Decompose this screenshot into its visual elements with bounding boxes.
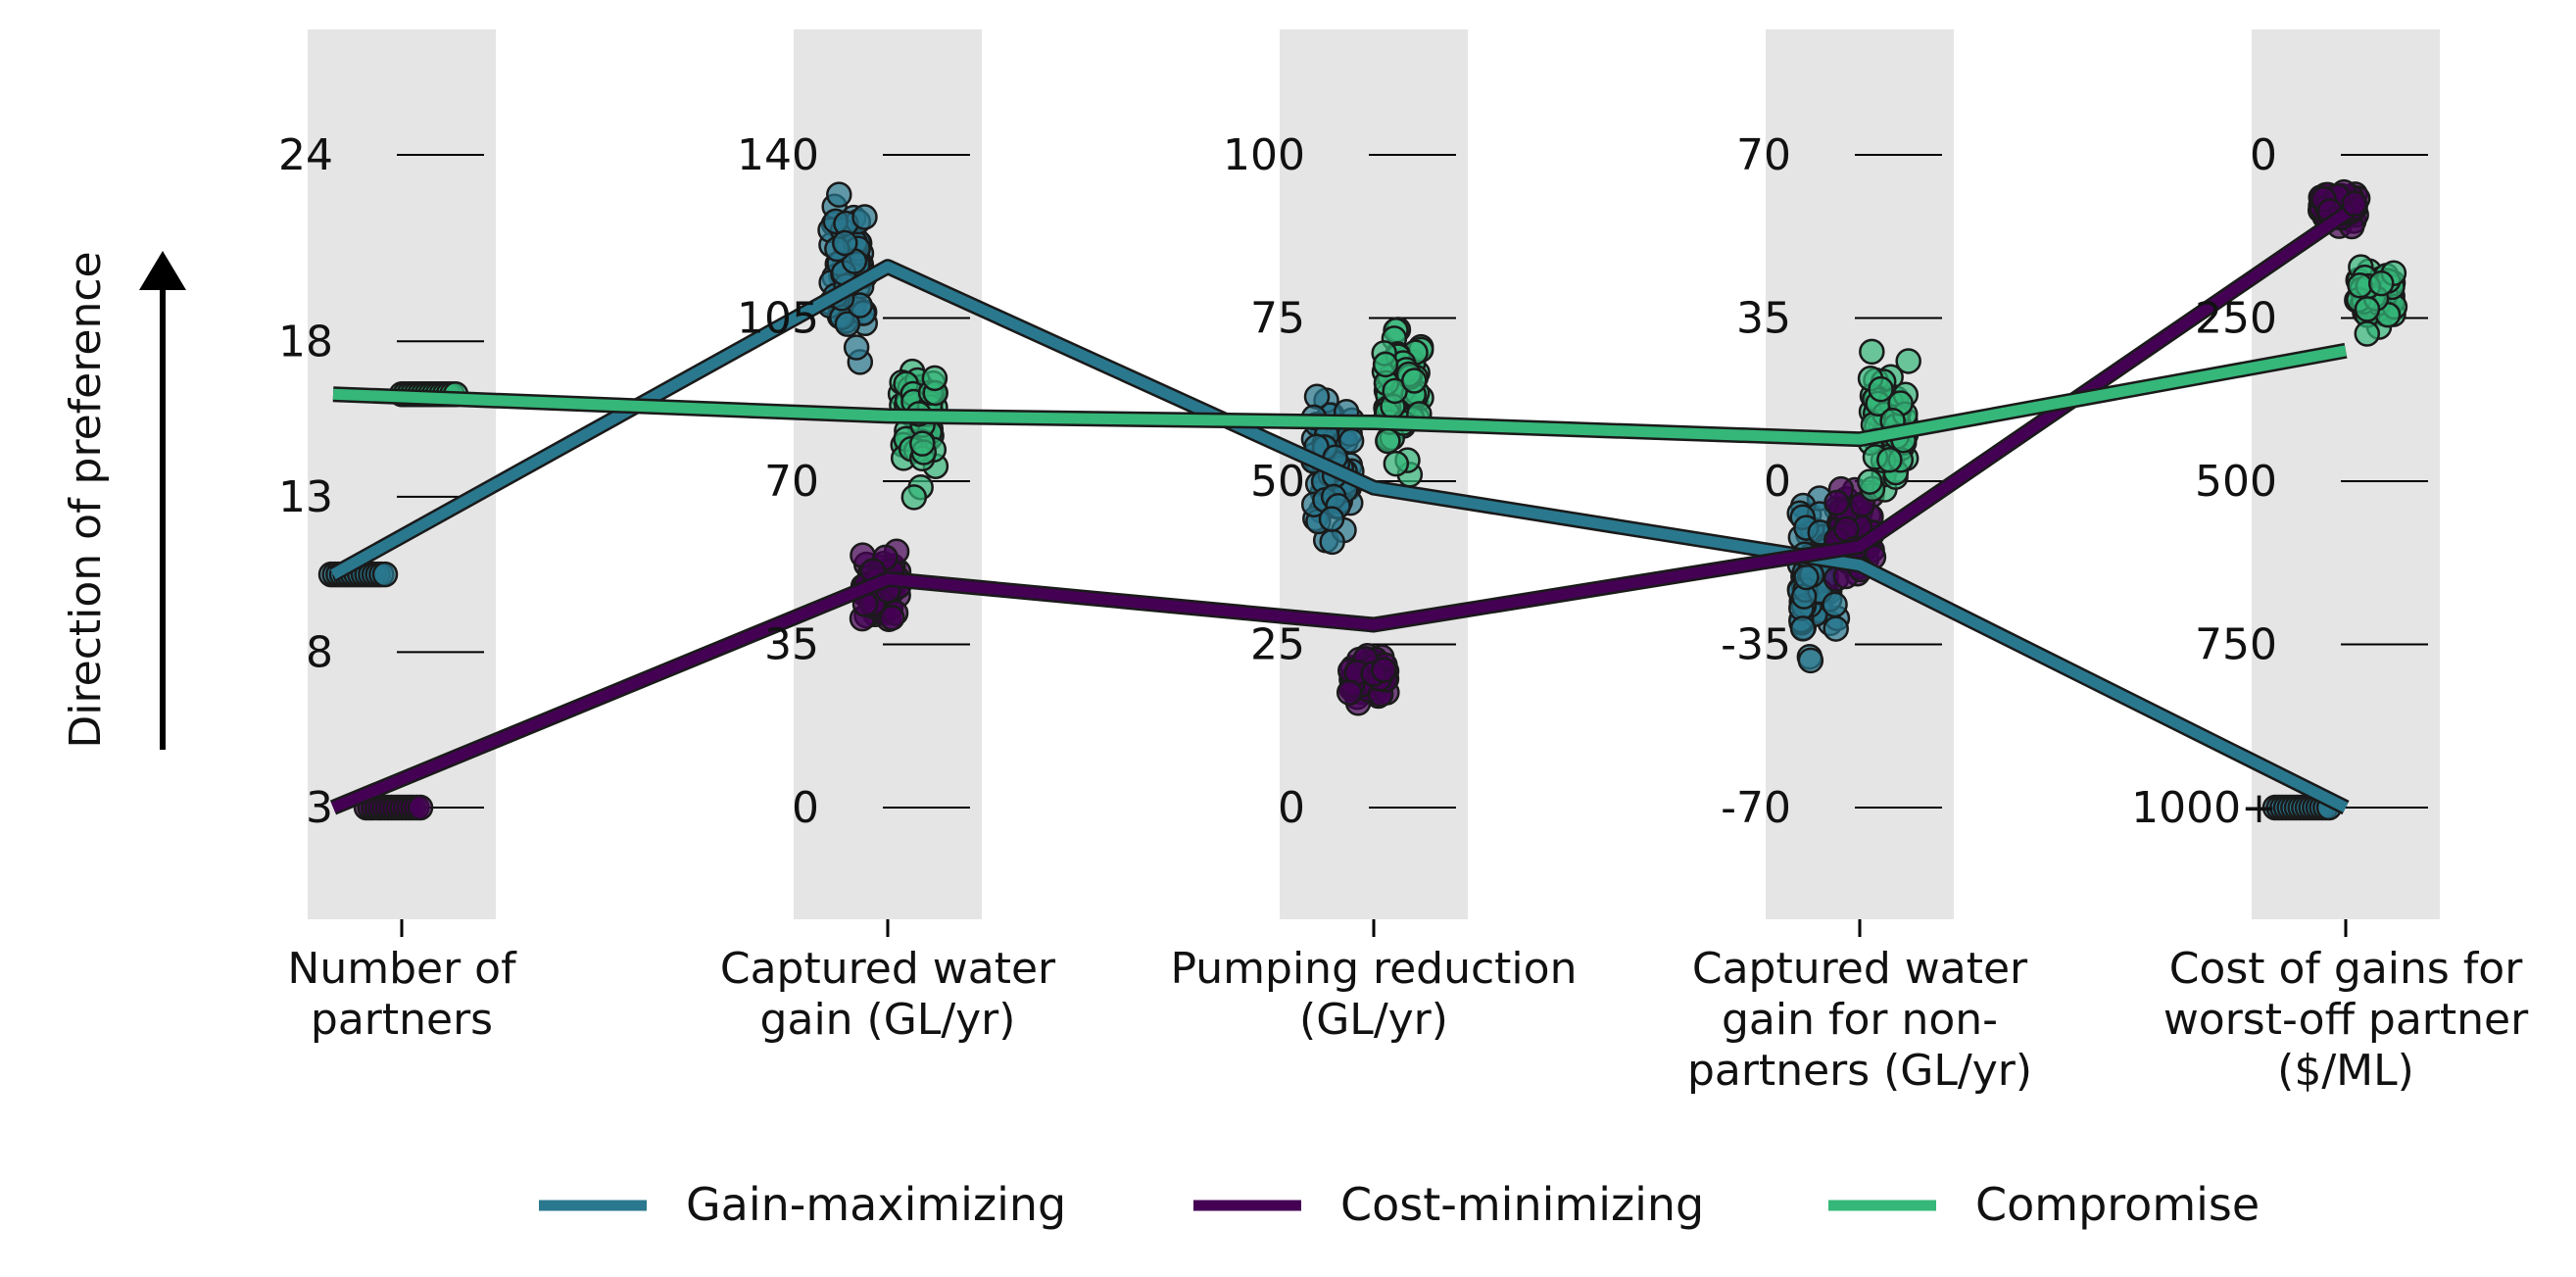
series-line: [332, 345, 2347, 445]
scatter-point: [2367, 270, 2395, 297]
axis-title: partners (GL/yr): [1687, 1046, 2032, 1096]
axis-title: Captured water: [1692, 944, 2028, 994]
scatter-point: [1857, 468, 1883, 495]
scatter-point: [1797, 647, 1824, 674]
tick-label: 250: [2195, 294, 2277, 344]
scatter-point: [1336, 679, 1363, 706]
scatter-point: [834, 311, 861, 337]
scatter-point: [843, 334, 870, 361]
axis-panel: [794, 29, 982, 919]
tick-label: 24: [278, 130, 333, 180]
tick-label: 1000+: [2131, 783, 2277, 833]
scatter-point: [1318, 506, 1345, 532]
tick-label: 75: [1250, 294, 1305, 344]
y-axis-label: Direction of preference: [61, 251, 111, 748]
scatter-point: [1895, 348, 1921, 374]
scatter-point: [2354, 320, 2381, 347]
axis-title: worst-off partner: [2163, 995, 2529, 1045]
scatter-point: [2354, 296, 2381, 322]
scatter-point: [1372, 351, 1399, 378]
tick-label: 140: [737, 130, 819, 180]
tick-label: 100: [1223, 130, 1305, 180]
axis-title: Cost of gains for: [2169, 944, 2524, 994]
axis-panel: [1280, 29, 1468, 919]
scatter-point: [1793, 564, 1820, 591]
tick-label: 500: [2195, 457, 2277, 507]
legend-label: Cost-minimizing: [1340, 1178, 1704, 1231]
scatter-point: [1868, 375, 1894, 403]
axis-title: Number of: [287, 944, 517, 994]
tick-label: 8: [306, 627, 333, 677]
scatter-point: [1371, 657, 1397, 683]
scatter-point: [407, 794, 434, 821]
tick-label: 13: [278, 472, 333, 522]
scatter-point: [1319, 528, 1345, 556]
series-line: [330, 209, 2350, 813]
scatter-point: [1823, 489, 1850, 516]
legend-label: Gain-maximizing: [686, 1178, 1066, 1231]
scatter-point: [2341, 190, 2368, 217]
axis-title: ($/ML): [2277, 1046, 2414, 1096]
scatter-point: [826, 181, 852, 208]
scatter-point: [832, 229, 858, 257]
tick-label: 0: [1278, 783, 1305, 833]
scatter-point: [1401, 368, 1428, 394]
axis-panels: [308, 29, 2440, 937]
scatter-point: [1383, 450, 1410, 477]
y-axis-label-group: Direction of preference: [61, 251, 186, 750]
scatter-point: [879, 605, 905, 631]
tick-label: 35: [764, 620, 819, 670]
tick-label: 750: [2195, 620, 2277, 670]
scatter-point: [1876, 447, 1903, 473]
scatter-point: [900, 484, 928, 511]
tick-label: 35: [1736, 294, 1791, 344]
tick-label: 70: [764, 457, 819, 507]
legend: Gain-maximizing Cost-minimizing Compromise: [539, 1178, 2260, 1231]
tick-label: -35: [1721, 620, 1791, 670]
axis-title: partners: [311, 995, 493, 1045]
tick-label: 0: [2250, 130, 2277, 180]
tick-label: -70: [1721, 783, 1791, 833]
axis-title: gain for non-: [1722, 995, 1998, 1045]
scatter-point: [371, 561, 399, 588]
preference-arrow-head: [139, 251, 186, 290]
tick-label: 25: [1250, 620, 1305, 670]
axis-title: Pumping reduction: [1171, 944, 1578, 994]
scatter-point: [1822, 591, 1848, 618]
tick-label: 0: [792, 783, 819, 833]
axis-title: (GL/yr): [1299, 995, 1448, 1045]
tick-label: 3: [306, 783, 333, 833]
scatter-point: [1789, 615, 1817, 642]
axis-panel: [2252, 29, 2440, 919]
tick-label: 0: [1764, 457, 1791, 507]
scatter-point: [1859, 338, 1885, 366]
series-line: [330, 261, 2349, 812]
axis-title: Captured water: [720, 944, 1056, 994]
tick-label: 18: [278, 317, 333, 367]
scatter-point: [1823, 615, 1849, 642]
tick-label: 50: [1250, 457, 1305, 507]
scatter-point: [921, 365, 948, 392]
legend-label: Compromise: [1975, 1178, 2260, 1231]
tick-label: 70: [1736, 130, 1791, 180]
scatter-points: [317, 178, 2408, 821]
axis-title: gain (GL/yr): [760, 995, 1016, 1045]
scatter-point: [909, 430, 936, 457]
tick-label: 105: [737, 294, 819, 344]
scatter-point: [2347, 272, 2373, 299]
scatter-point: [851, 204, 878, 230]
